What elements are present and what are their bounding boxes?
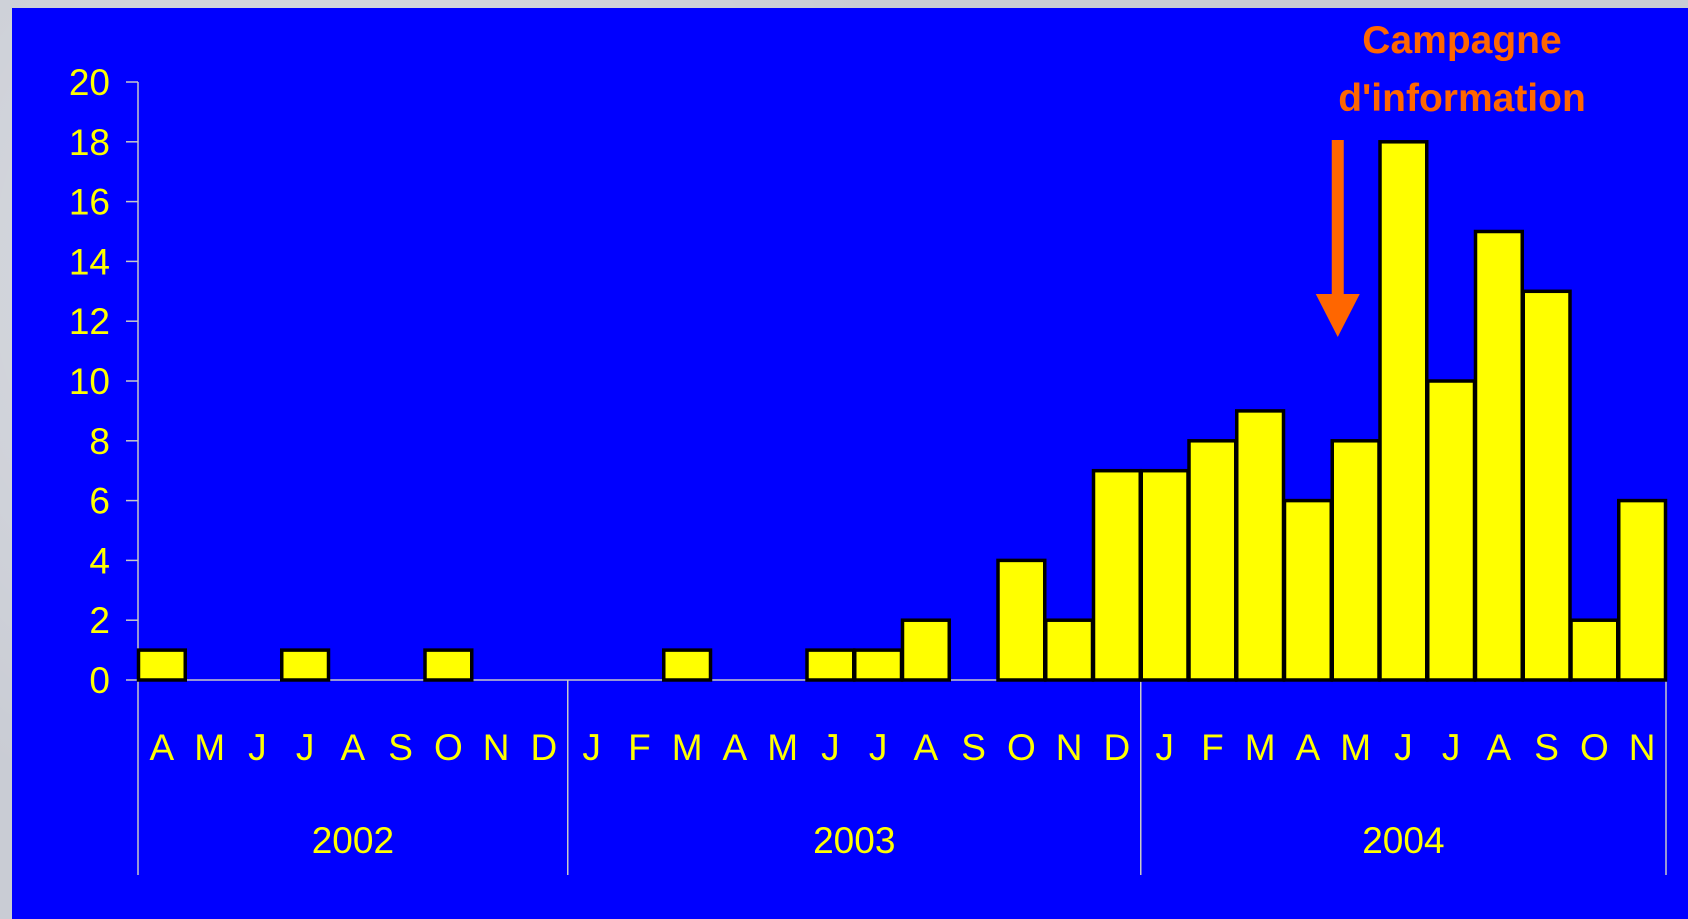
x-tick-label: A: [1296, 727, 1321, 768]
bar: [1235, 409, 1286, 682]
x-tick-label: N: [483, 727, 510, 768]
y-tick-label: 6: [89, 481, 110, 522]
x-tick-label: M: [1340, 727, 1371, 768]
annotation-line-1: Campagne: [1362, 19, 1561, 62]
x-tick-label: N: [1629, 727, 1656, 768]
x-tick-label: F: [628, 727, 651, 768]
bar: [1617, 498, 1668, 682]
x-tick-label: J: [1155, 727, 1174, 768]
x-tick-label: A: [150, 727, 175, 768]
bar: [662, 648, 713, 682]
bar: [1378, 140, 1429, 682]
bar: [1139, 468, 1190, 682]
x-tick-label: J: [296, 727, 315, 768]
x-tick-label: S: [388, 727, 413, 768]
annotation-arrow-shaft: [1331, 140, 1344, 296]
x-tick-label: M: [1245, 727, 1276, 768]
x-tick-label: M: [672, 727, 703, 768]
bar: [1569, 618, 1620, 682]
bar: [136, 648, 187, 682]
bar: [1044, 618, 1095, 682]
x-tick-label: J: [821, 727, 840, 768]
year-label: 2002: [312, 820, 394, 861]
y-tick-label: 2: [89, 600, 110, 641]
bar: [1330, 439, 1381, 682]
x-tick-label: J: [869, 727, 888, 768]
x-tick-label: M: [767, 727, 798, 768]
x-tick-label: J: [1394, 727, 1413, 768]
year-label: 2003: [813, 820, 895, 861]
x-tick-label: O: [1580, 727, 1609, 768]
bar: [805, 648, 856, 682]
annotation-layer: Campagne d'information: [1315, 19, 1586, 337]
bar: [853, 648, 904, 682]
y-tick-label: 4: [89, 540, 110, 581]
bar: [996, 558, 1047, 682]
x-tick-label: D: [1104, 727, 1131, 768]
x-tick-label: M: [194, 727, 225, 768]
bar: [900, 618, 951, 682]
x-tick-label: A: [723, 727, 748, 768]
annotation-arrow-head: [1315, 294, 1360, 337]
x-tick-label: N: [1056, 727, 1083, 768]
bar: [1426, 379, 1477, 682]
y-tick-label: 0: [89, 660, 110, 701]
bar: [280, 648, 331, 682]
year-label: 2004: [1362, 820, 1444, 861]
x-tick-label: S: [961, 727, 986, 768]
x-tick-label: S: [1534, 727, 1559, 768]
bar: [423, 648, 474, 682]
y-tick-label: 12: [69, 301, 110, 342]
x-tick-label: A: [1487, 727, 1512, 768]
x-tick-label: J: [1442, 727, 1461, 768]
x-tick-label: J: [582, 727, 601, 768]
y-tick-label: 10: [69, 361, 110, 402]
x-tick-label: O: [1007, 727, 1036, 768]
bar: [1282, 498, 1333, 682]
bar: [1473, 229, 1524, 682]
x-tick-label: J: [248, 727, 267, 768]
bar: [1091, 468, 1142, 682]
x-tick-label: A: [914, 727, 939, 768]
y-tick-label: 16: [69, 182, 110, 223]
x-tick-label: O: [434, 727, 463, 768]
x-tick-label: F: [1201, 727, 1224, 768]
annotation-line-2: d'information: [1338, 77, 1586, 120]
bars-layer: [136, 140, 1668, 682]
y-tick-label: 14: [69, 241, 110, 282]
y-tick-label: 18: [69, 122, 110, 163]
y-tick-label: 8: [89, 421, 110, 462]
x-tick-label: D: [531, 727, 558, 768]
x-tick-label: A: [341, 727, 366, 768]
bar: [1521, 289, 1572, 682]
y-tick-label: 20: [69, 62, 110, 103]
bar: [1187, 439, 1238, 682]
